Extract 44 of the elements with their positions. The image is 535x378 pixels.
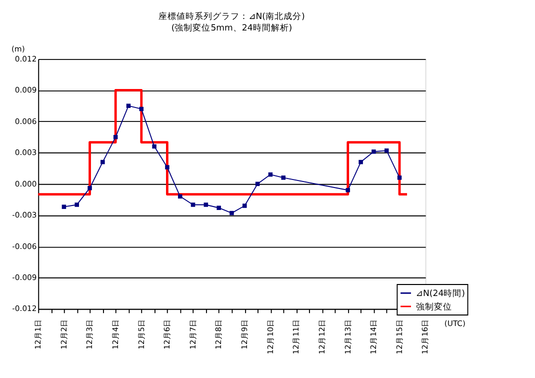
x-tick-label: 12月8日 bbox=[214, 318, 224, 350]
x-tick-label: 12月10日 bbox=[266, 318, 275, 354]
x-tick-label: 12月4日 bbox=[110, 318, 120, 350]
point bbox=[242, 204, 247, 208]
point bbox=[204, 202, 208, 207]
y-tick-label: 0.000 bbox=[14, 179, 37, 188]
point bbox=[88, 186, 92, 190]
y-tick-label: 0.006 bbox=[14, 116, 37, 126]
point bbox=[281, 176, 286, 180]
x-tick-label: 12月15日 bbox=[394, 318, 404, 354]
point bbox=[100, 160, 105, 164]
point bbox=[165, 165, 170, 170]
point bbox=[190, 202, 196, 207]
point bbox=[230, 210, 234, 216]
chart-title: 座標値時系列グラフ：⊿N(南北成分) bbox=[158, 10, 305, 22]
x-tick-label: 12月6日 bbox=[162, 318, 172, 350]
y-axis-title: (m) bbox=[11, 44, 25, 54]
x-tick-label: 12月12日 bbox=[317, 318, 326, 354]
x-tick-label: 12月11日 bbox=[292, 318, 301, 354]
point bbox=[152, 144, 156, 149]
y-tick-label: -0.012 bbox=[12, 304, 37, 314]
legend-label: ⊿N(24時間) bbox=[416, 288, 466, 299]
x-tick-label: 12月9日 bbox=[240, 318, 250, 350]
point bbox=[74, 202, 79, 207]
y-tick-label: -0.009 bbox=[12, 272, 37, 282]
legend-label: 強制変位 bbox=[416, 301, 452, 312]
point bbox=[126, 104, 131, 108]
point bbox=[216, 206, 221, 210]
x-tick-label: 12月14日 bbox=[369, 318, 378, 354]
x-tick-label: 12月13日 bbox=[343, 318, 352, 354]
y-tick-label: -0.006 bbox=[12, 242, 37, 251]
y-tick-label: -0.003 bbox=[12, 210, 37, 220]
y-tick-label: 0.003 bbox=[14, 148, 37, 158]
y-tick-label: 0.012 bbox=[14, 54, 37, 64]
chart-subtitle: (強制変位5mm、24時間解析) bbox=[171, 22, 292, 34]
x-tick-label: 12月2日 bbox=[59, 318, 68, 350]
x-tick-label: 12月5日 bbox=[136, 318, 146, 350]
x-tick-label: 12月1日 bbox=[34, 318, 43, 350]
point bbox=[62, 204, 66, 209]
x-tick-label: 12月3日 bbox=[85, 318, 94, 350]
x-tick-label: 12月16日 bbox=[420, 318, 430, 354]
x-tick-label: 12月7日 bbox=[188, 318, 198, 350]
y-tick-label: 0.009 bbox=[14, 86, 37, 95]
x-axis-title: (UTC) bbox=[444, 319, 466, 328]
